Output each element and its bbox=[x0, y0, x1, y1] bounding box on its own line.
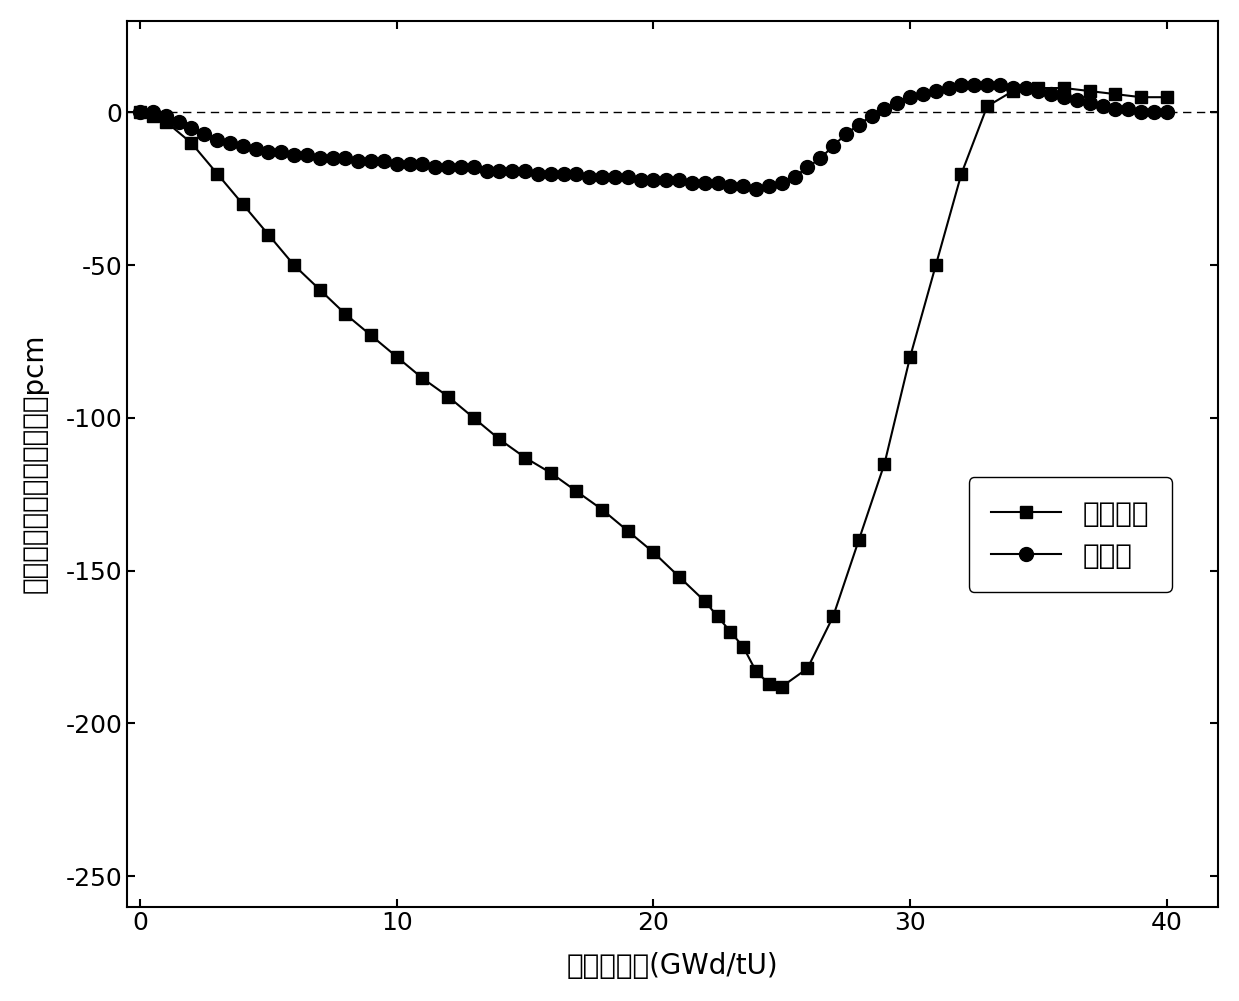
Line: 预估校正: 预估校正 bbox=[134, 82, 1173, 693]
Y-axis label: 无限增殖因子的相对偏差／pcm: 无限增殖因子的相对偏差／pcm bbox=[21, 334, 48, 594]
预估校正 bbox=[672, 571, 686, 583]
本发明 bbox=[954, 79, 969, 91]
预估校正 bbox=[954, 167, 969, 179]
本发明 bbox=[1044, 88, 1059, 100]
预估校正 bbox=[698, 596, 712, 608]
预估校正 bbox=[1031, 82, 1046, 94]
Legend: 预估校正, 本发明: 预估校正, 本发明 bbox=[969, 477, 1172, 592]
本发明 bbox=[698, 177, 712, 189]
预估校正 bbox=[312, 283, 327, 295]
预估校正 bbox=[621, 525, 636, 537]
预估校正 bbox=[736, 641, 751, 653]
预估校正 bbox=[928, 259, 943, 271]
预估校正 bbox=[1083, 85, 1098, 97]
预估校正 bbox=[133, 106, 147, 118]
预估校正 bbox=[183, 137, 198, 149]
预估校正 bbox=[1108, 88, 1123, 100]
本发明 bbox=[1160, 106, 1175, 118]
本发明 bbox=[1083, 97, 1098, 109]
本发明 bbox=[787, 170, 802, 182]
预估校正 bbox=[851, 535, 866, 547]
本发明 bbox=[748, 183, 763, 195]
X-axis label: 燃耗深度／(GWd/tU): 燃耗深度／(GWd/tU) bbox=[567, 952, 778, 980]
预估校正 bbox=[338, 308, 353, 320]
预估校正 bbox=[159, 116, 173, 128]
预估校正 bbox=[903, 350, 918, 362]
预估校正 bbox=[877, 457, 892, 469]
本发明 bbox=[992, 79, 1007, 91]
预估校正 bbox=[748, 666, 763, 678]
预估校正 bbox=[415, 372, 430, 384]
预估校正 bbox=[800, 663, 815, 675]
预估校正 bbox=[544, 466, 559, 478]
预估校正 bbox=[595, 504, 610, 516]
预估校正 bbox=[466, 412, 481, 424]
预估校正 bbox=[209, 167, 224, 179]
预估校正 bbox=[762, 678, 777, 690]
预估校正 bbox=[1005, 85, 1020, 97]
预估校正 bbox=[569, 485, 584, 497]
预估校正 bbox=[1160, 91, 1175, 103]
Line: 本发明: 本发明 bbox=[133, 78, 1173, 196]
预估校正 bbox=[774, 681, 789, 693]
预估校正 bbox=[1134, 91, 1149, 103]
预估校正 bbox=[980, 100, 995, 112]
预估校正 bbox=[1057, 82, 1072, 94]
本发明 bbox=[903, 91, 918, 103]
预估校正 bbox=[286, 259, 301, 271]
预估校正 bbox=[235, 198, 250, 210]
预估校正 bbox=[646, 547, 660, 559]
预估校正 bbox=[518, 451, 533, 463]
预估校正 bbox=[825, 611, 840, 623]
预估校正 bbox=[710, 611, 725, 623]
预估校正 bbox=[261, 228, 276, 240]
预估校正 bbox=[441, 390, 456, 402]
预估校正 bbox=[389, 350, 404, 362]
预估校正 bbox=[145, 109, 160, 121]
预估校正 bbox=[364, 329, 379, 341]
预估校正 bbox=[724, 626, 738, 638]
预估校正 bbox=[492, 433, 507, 445]
本发明 bbox=[133, 106, 147, 118]
